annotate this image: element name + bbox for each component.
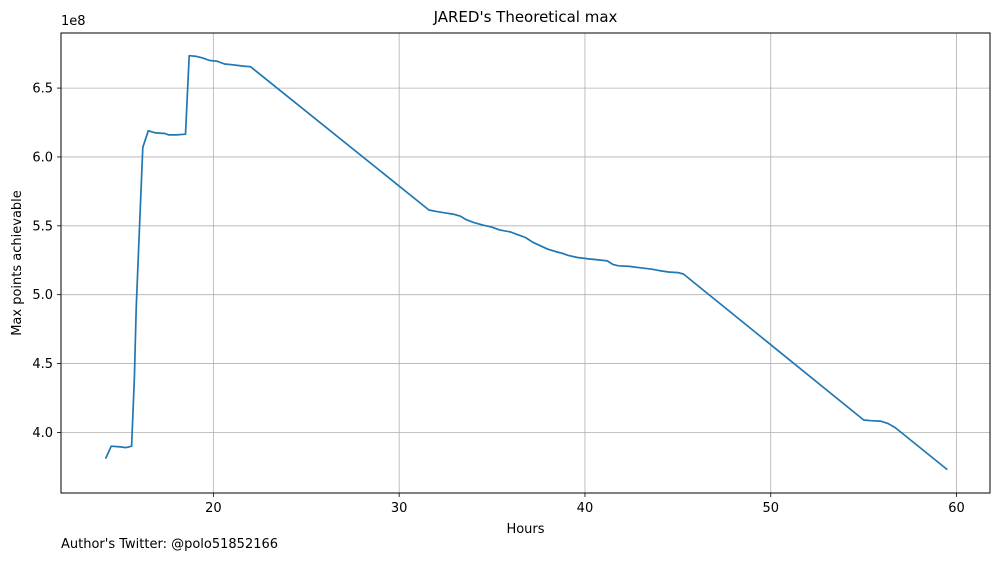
x-tick-label: 60 bbox=[948, 501, 965, 516]
x-tick-label: 30 bbox=[391, 501, 408, 516]
y-tick-label: 4.0 bbox=[32, 426, 53, 441]
y-axis-title: Max points achievable bbox=[10, 190, 25, 336]
axis-ticks: 20 30 40 50 60 4.0 4.5 5.0 5.5 6.0 6.5 bbox=[32, 82, 965, 516]
series-line bbox=[104, 54, 948, 471]
y-tick-label: 6.5 bbox=[32, 82, 53, 97]
x-axis-title: Hours bbox=[506, 522, 544, 537]
x-tick-label: 20 bbox=[205, 501, 222, 516]
y-tick-label: 6.0 bbox=[32, 150, 53, 165]
x-tick-label: 50 bbox=[762, 501, 779, 516]
chart-title: JARED's Theoretical max bbox=[433, 8, 618, 26]
plot-frame bbox=[60, 32, 991, 494]
y-tick-label: 4.5 bbox=[32, 357, 53, 372]
author-footnote: Author's Twitter: @polo51852166 bbox=[61, 537, 279, 552]
x-tick-label: 40 bbox=[577, 501, 594, 516]
y-axis-offset-label: 1e8 bbox=[61, 14, 86, 29]
y-tick-label: 5.0 bbox=[32, 288, 53, 303]
grid bbox=[61, 33, 990, 493]
y-tick-label: 5.5 bbox=[32, 219, 53, 234]
series-layer bbox=[104, 54, 948, 471]
